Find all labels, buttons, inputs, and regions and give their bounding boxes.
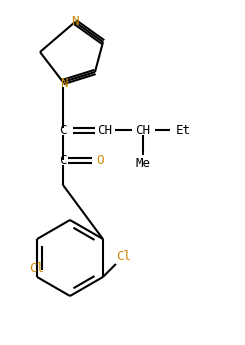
Text: C: C [59, 124, 67, 137]
Text: Cl: Cl [116, 249, 131, 263]
Text: N: N [71, 14, 79, 28]
Text: N: N [60, 77, 68, 89]
Text: C: C [59, 154, 67, 167]
Text: CH: CH [98, 124, 112, 137]
Text: CH: CH [135, 124, 150, 137]
Text: Me: Me [135, 157, 150, 169]
Text: O: O [96, 154, 104, 167]
Text: Et: Et [175, 124, 191, 137]
Text: Cl: Cl [30, 262, 45, 275]
